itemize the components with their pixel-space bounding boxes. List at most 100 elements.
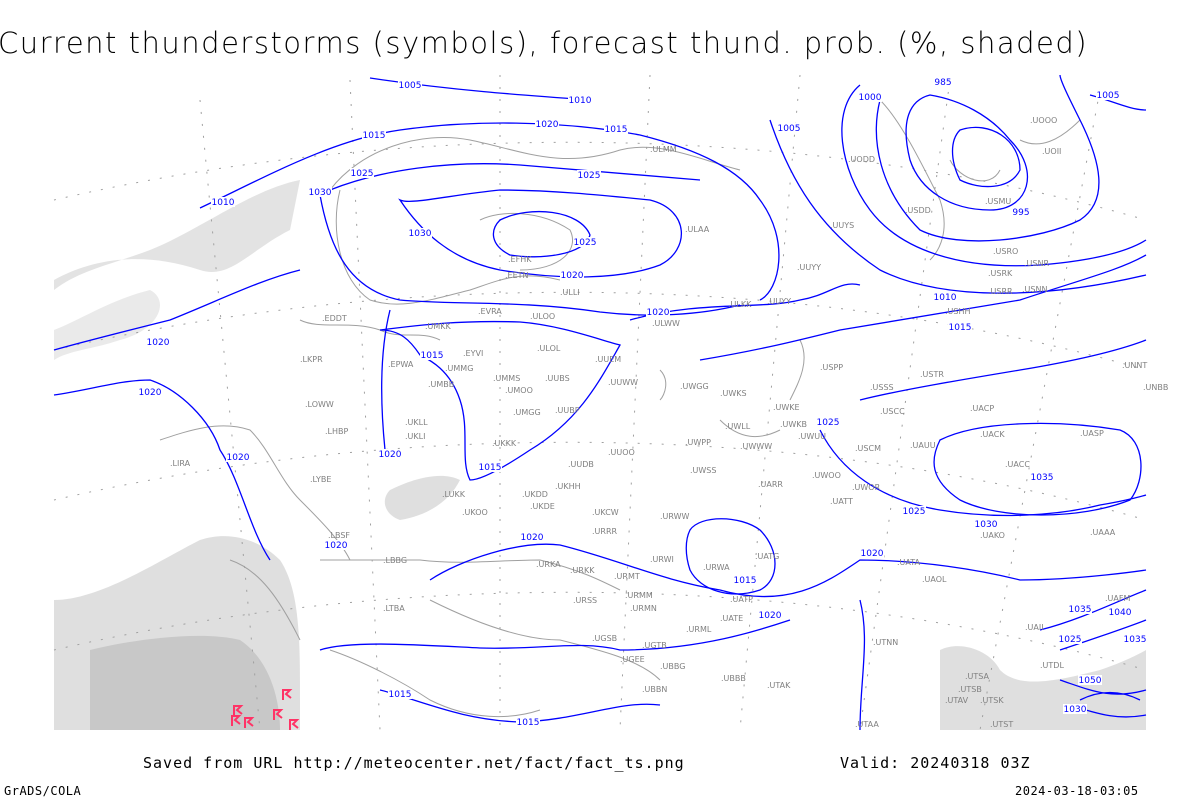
station-label: .UKLI — [405, 432, 425, 441]
station-label: .URRR — [592, 527, 618, 536]
isobar-label: 1030 — [1064, 705, 1087, 715]
station-label: .LTBA — [383, 604, 405, 613]
station-label: .UTNN — [873, 638, 898, 647]
isobar-label: 1025 — [351, 169, 374, 179]
isobar-labels: 1005 1010 985 1000 1005 1015 1020 1005 1025 1015 9… — [138, 77, 1147, 728]
station-label: .UAFM — [1105, 594, 1130, 603]
isobar-label-background — [362, 130, 386, 140]
station-label: .UATE — [720, 614, 743, 623]
station-label: .URWA — [703, 563, 730, 572]
station-label: .EDDT — [322, 314, 347, 323]
isobar-label: 1035 — [1069, 605, 1092, 615]
isobar-label: 995 — [1012, 208, 1029, 218]
station-label: .UMOO — [505, 386, 533, 395]
station-label: .UKHH — [555, 482, 581, 491]
station-label: .USTR — [920, 370, 944, 379]
isobar-label-background — [420, 350, 444, 360]
station-label: .UTST — [990, 720, 1013, 729]
station-label: .URMM — [625, 591, 653, 600]
station-label: .UATG — [755, 552, 779, 561]
station-label: .UGEE — [620, 655, 645, 664]
station-label: .UWPP — [685, 438, 711, 447]
station-label: .USCM — [855, 444, 881, 453]
station-label: .UWSS — [690, 466, 716, 475]
station-label: .UTSB — [958, 685, 982, 694]
isobar-label: 1040 — [1109, 608, 1132, 618]
isobar-label-background — [573, 237, 597, 247]
station-label: .UWKE — [773, 403, 800, 412]
isobar-label-background — [948, 322, 972, 332]
station-label: .UAKO — [980, 531, 1005, 540]
station-label: .UAOL — [922, 575, 947, 584]
thunderstorm-icon — [282, 689, 293, 700]
isobar-label: 1020 — [536, 120, 559, 130]
station-label: .USPP — [820, 363, 843, 372]
station-label: .UATP — [730, 595, 753, 604]
isobar-label-background — [378, 449, 402, 459]
station-label: .UOOO — [1030, 116, 1057, 125]
station-label: .UWOO — [812, 471, 841, 480]
thunderstorm-icon — [273, 709, 284, 720]
station-label: .UUDB — [568, 460, 594, 469]
thunderstorm-symbols — [231, 689, 300, 730]
isobar-label-background — [398, 80, 422, 90]
isobar-label-background — [860, 548, 884, 558]
thunderstorm-icon — [233, 705, 244, 716]
isobar-label: 1015 — [363, 131, 386, 141]
station-label: .UWWW — [740, 442, 772, 451]
station-label: .USRO — [993, 247, 1018, 256]
station-label: .USSS — [870, 383, 894, 392]
isobar-label-background — [1068, 604, 1092, 614]
station-label: .UBBN — [642, 685, 667, 694]
station-label: .UAUU — [910, 441, 936, 450]
isobar-label-background — [604, 124, 628, 134]
station-label: .ULOL — [537, 344, 561, 353]
isobar-label-background — [1030, 472, 1054, 482]
station-label: .LYBE — [310, 475, 331, 484]
isobar-label: 1020 — [139, 388, 162, 398]
station-label: .UUBP — [555, 406, 580, 415]
station-label: .UKKK — [492, 439, 517, 448]
station-label: .USNR — [1024, 259, 1049, 268]
isobar-label-background — [933, 292, 957, 302]
station-label: .UACP — [970, 404, 994, 413]
isobar-label-background — [1009, 207, 1033, 217]
isobar-label: 1010 — [934, 293, 957, 303]
station-label: .UARR — [758, 480, 783, 489]
isobar-label-background — [1058, 634, 1082, 644]
station-label: .UACC — [1005, 460, 1030, 469]
station-label: .ULAA — [685, 225, 710, 234]
station-label: .UATT — [830, 497, 853, 506]
isobar-label: 1015 — [421, 351, 444, 361]
station-label: .ULLI — [560, 288, 580, 297]
isobar-label-background — [146, 337, 170, 347]
isobar-label-background — [931, 77, 955, 87]
isobar-label: 1015 — [949, 323, 972, 333]
station-label: .UUYS — [830, 221, 854, 230]
isobar-label: 1025 — [578, 171, 601, 181]
isobar-label: 1015 — [734, 576, 757, 586]
isobar-label-background — [138, 387, 162, 397]
isobar-label: 1015 — [389, 690, 412, 700]
isobar-label: 1010 — [212, 198, 235, 208]
station-label: .UUBS — [545, 374, 570, 383]
isobar-label: 1035 — [1031, 473, 1054, 483]
isobar-label-background — [324, 540, 348, 550]
coastlines — [159, 99, 1081, 717]
isobar-label-background — [520, 532, 544, 542]
forecast-probability-shading — [54, 180, 1146, 730]
station-label: .UMMS — [493, 374, 520, 383]
station-label: .UKDD — [522, 490, 548, 499]
station-label: .UACK — [980, 430, 1005, 439]
station-label: .UBBG — [660, 662, 685, 671]
station-label: .UASP — [1080, 429, 1104, 438]
station-label: .URSS — [573, 596, 597, 605]
isobars — [53, 74, 1147, 731]
isobar-label-background — [478, 462, 502, 472]
isobar-label-background — [308, 187, 332, 197]
station-label: .EFHK — [508, 255, 532, 264]
station-label: .LIRA — [170, 459, 191, 468]
isobar-label: 1020 — [227, 453, 250, 463]
map-title: Current thunderstorms (symbols), forecas… — [0, 26, 1089, 60]
